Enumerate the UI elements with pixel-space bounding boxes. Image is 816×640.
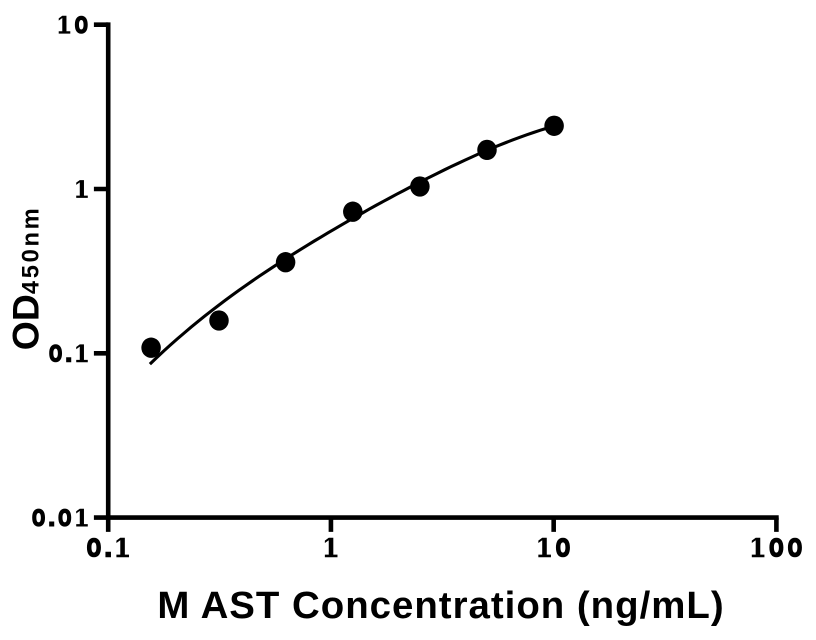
- svg-text:OD450nm: OD450nm: [5, 206, 47, 351]
- svg-text:M AST Concentration (ng/mL): M AST Concentration (ng/mL): [157, 584, 724, 627]
